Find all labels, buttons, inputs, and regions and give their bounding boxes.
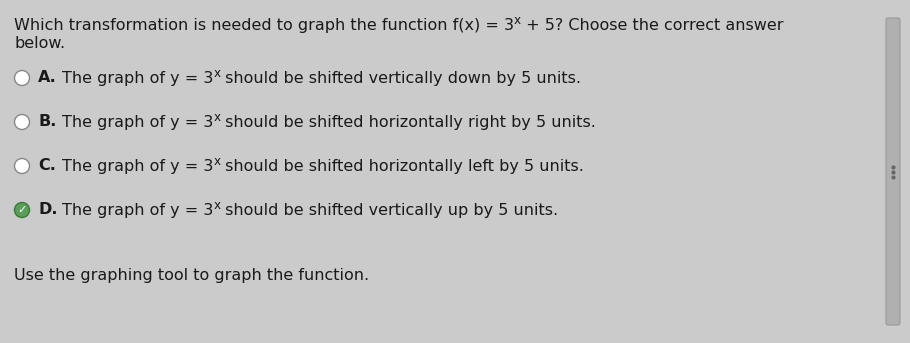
Circle shape <box>15 202 29 217</box>
Text: The graph of y = 3: The graph of y = 3 <box>62 158 213 174</box>
Text: x: x <box>213 111 220 125</box>
Text: The graph of y = 3: The graph of y = 3 <box>62 202 213 217</box>
Text: B.: B. <box>38 115 56 130</box>
FancyBboxPatch shape <box>886 18 900 325</box>
Text: C.: C. <box>38 158 56 174</box>
Text: + 5? Choose the correct answer: + 5? Choose the correct answer <box>521 18 784 33</box>
Text: Which transformation is needed to graph the function f(x) = 3: Which transformation is needed to graph … <box>14 18 514 33</box>
Text: x: x <box>213 200 220 212</box>
Text: should be shifted vertically down by 5 units.: should be shifted vertically down by 5 u… <box>220 71 581 85</box>
Text: below.: below. <box>14 36 66 51</box>
Text: x: x <box>514 14 521 27</box>
Text: should be shifted vertically up by 5 units.: should be shifted vertically up by 5 uni… <box>220 202 559 217</box>
Circle shape <box>15 71 29 85</box>
Text: should be shifted horizontally left by 5 units.: should be shifted horizontally left by 5… <box>220 158 584 174</box>
Text: ✓: ✓ <box>17 205 26 215</box>
Text: D.: D. <box>38 202 57 217</box>
Text: Use the graphing tool to graph the function.: Use the graphing tool to graph the funct… <box>14 268 369 283</box>
Circle shape <box>15 115 29 130</box>
Text: x: x <box>213 68 220 81</box>
Text: The graph of y = 3: The graph of y = 3 <box>62 115 213 130</box>
Text: A.: A. <box>38 71 56 85</box>
Text: x: x <box>213 155 220 168</box>
Text: should be shifted horizontally right by 5 units.: should be shifted horizontally right by … <box>220 115 596 130</box>
Circle shape <box>15 158 29 174</box>
Text: The graph of y = 3: The graph of y = 3 <box>62 71 213 85</box>
